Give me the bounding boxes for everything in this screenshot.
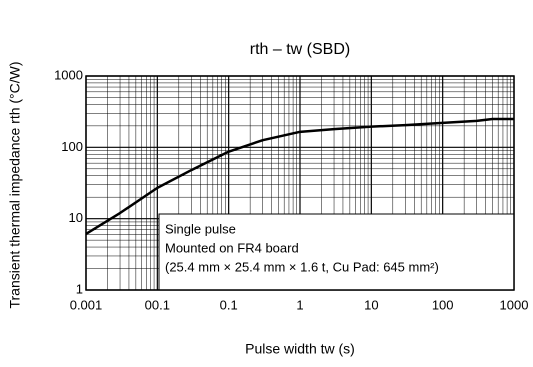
annotation: Mounted on FR4 board xyxy=(165,240,299,255)
annotation: Single pulse xyxy=(165,221,236,236)
y-tick-label: 1000 xyxy=(54,67,83,82)
x-tick-label: 1000 xyxy=(500,297,529,312)
x-tick-label: 00.1 xyxy=(145,297,170,312)
annotation: (25.4 mm × 25.4 mm × 1.6 t, Cu Pad: 645 … xyxy=(165,259,439,274)
x-tick-label: 0.001 xyxy=(70,297,103,312)
annotation-box xyxy=(158,213,515,291)
y-axis-label: Transient thermal impedance rth (°C/W) xyxy=(7,61,23,308)
y-tick-label: 10 xyxy=(69,210,83,225)
chart-title: rth – tw (SBD) xyxy=(250,41,350,58)
line xyxy=(85,117,514,236)
plot-frame xyxy=(85,75,515,291)
x-tick-label: 100 xyxy=(432,297,454,312)
x-tick-label: 0.1 xyxy=(220,297,238,312)
x-tick-label: 1 xyxy=(296,297,303,312)
y-tick-label: 100 xyxy=(61,139,83,154)
x-tick-label: 10 xyxy=(364,297,378,312)
x-axis-label: Pulse width tw (s) xyxy=(245,341,355,357)
y-tick-label: 1 xyxy=(76,281,83,296)
